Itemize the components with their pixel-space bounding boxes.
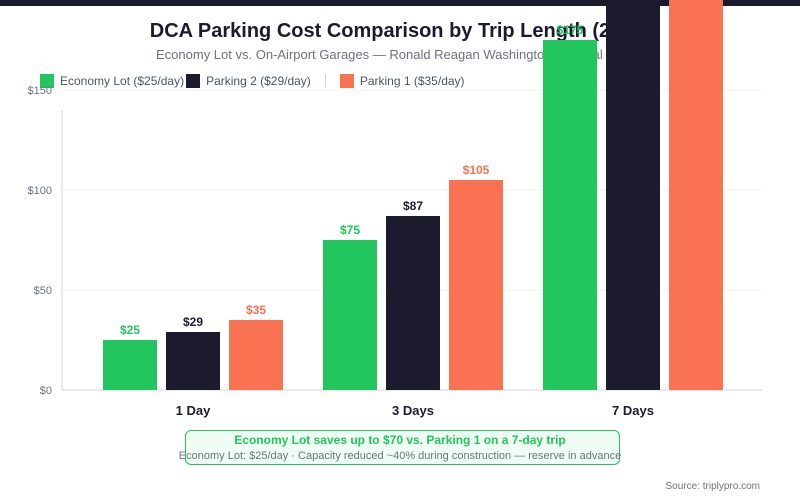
bar-value-label: $175 — [557, 23, 584, 37]
bar-value-label: $87 — [403, 199, 423, 213]
bar — [449, 180, 503, 390]
savings-callout-box — [185, 430, 620, 465]
legend-swatch-economy — [40, 74, 54, 88]
legend-divider — [324, 74, 326, 88]
bar-value-label: $35 — [246, 303, 266, 317]
legend-swatch-parking-1 — [339, 74, 354, 88]
x-tick-label: 7 Days — [612, 403, 654, 418]
y-tick-label: $0 — [40, 385, 52, 397]
legend-label-parking-1: Parking 1 ($35/day) — [359, 74, 465, 88]
top-accent-bar — [0, 0, 800, 6]
bar — [606, 0, 660, 390]
savings-callout-headline: Economy Lot saves up to $70 vs. Parking … — [234, 433, 566, 447]
legend-item-parking-2[interactable]: Parking 2 ($29/day) — [186, 74, 311, 88]
bar — [166, 332, 220, 390]
savings-callout-detail: Economy Lot: $25/day · Capacity reduced … — [178, 450, 622, 462]
chart-legend: Economy Lot ($25/day) Parking 2 ($29/day… — [40, 74, 479, 88]
source-credit: Source: triplypro.com — [665, 481, 760, 492]
bar — [543, 40, 597, 390]
y-tick-label: $100 — [28, 185, 52, 197]
x-tick-label: 1 Day — [176, 403, 211, 418]
bar — [229, 320, 283, 390]
y-tick-label: $50 — [34, 285, 52, 297]
bar — [103, 340, 157, 390]
chart-subtitle: Economy Lot vs. On-Airport Garages — Ron… — [156, 47, 644, 62]
bar — [323, 240, 377, 390]
legend-label-parking-2: Parking 2 ($29/day) — [206, 74, 311, 88]
legend-label-economy: Economy Lot ($25/day) — [60, 74, 185, 88]
legend-item-economy[interactable]: Economy Lot ($25/day) — [40, 74, 184, 88]
bar-value-label: $75 — [340, 223, 360, 237]
bar-value-label: $105 — [463, 163, 490, 177]
y-tick-label: $150 — [28, 85, 52, 97]
legend-item-parking-1[interactable]: Parking 1 ($35/day) — [339, 74, 465, 88]
bar — [386, 216, 440, 390]
bar-value-label: $29 — [183, 315, 203, 329]
bar-value-label: $25 — [120, 323, 140, 337]
x-tick-label: 3 Days — [392, 403, 434, 418]
legend-swatch-parking-2 — [186, 74, 201, 88]
bar — [669, 0, 723, 390]
chart-title: DCA Parking Cost Comparison by Trip Leng… — [149, 20, 651, 42]
